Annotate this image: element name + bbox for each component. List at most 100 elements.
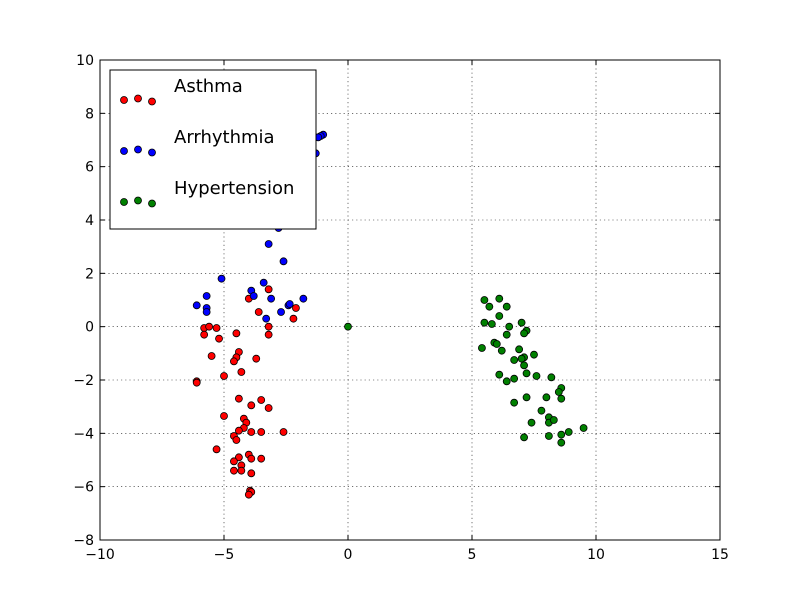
asthma-point: [289, 314, 298, 323]
x-tick-label: 10: [587, 547, 605, 563]
y-tick-label: −4: [73, 426, 94, 442]
hypertension-point: [520, 361, 528, 370]
legend-marker-asthma: [120, 96, 128, 104]
arrhythmia-point: [217, 274, 226, 283]
asthma-point: [207, 352, 216, 360]
legend-marker-arrhythmia: [148, 148, 156, 157]
hypertension-point: [510, 374, 519, 383]
legend-box: [109, 69, 317, 230]
asthma-point: [212, 324, 221, 332]
hypertension-point: [344, 322, 352, 331]
y-tick-label: 2: [85, 266, 94, 282]
hypertension-point: [502, 377, 511, 386]
arrhythmia-point: [299, 294, 308, 303]
hypertension-point: [495, 294, 504, 303]
hypertension-point: [564, 428, 573, 436]
arrhythmia-point: [267, 294, 276, 303]
asthma-point: [264, 285, 273, 294]
hypertension-point: [522, 369, 531, 378]
x-tick-label: 0: [344, 547, 353, 563]
legend-marker-hypertension: [134, 196, 142, 205]
asthma-point: [257, 428, 266, 436]
y-tick-label: 10: [76, 53, 94, 69]
legend-label-hypertension: Hypertension: [174, 178, 294, 199]
asthma-point: [279, 428, 288, 436]
y-tick-label: −2: [73, 373, 94, 389]
y-tick-label: −6: [73, 480, 94, 496]
arrhythmia-point: [285, 300, 294, 308]
legend-marker-arrhythmia: [120, 147, 128, 155]
asthma-point: [264, 404, 273, 412]
hypertension-point: [515, 345, 524, 354]
hypertension-point: [510, 356, 519, 364]
hypertension-point: [510, 398, 519, 407]
data-points: [192, 130, 588, 499]
asthma-point: [230, 457, 238, 466]
asthma-point: [205, 322, 214, 331]
hypertension-point: [542, 393, 551, 402]
y-tick-labels: −8 −6 −4 −2 0 2 4 6 8 10: [73, 53, 94, 549]
hypertension-point: [495, 370, 504, 379]
x-tick-label: −5: [214, 547, 235, 563]
legend-marker-arrhythmia: [134, 145, 142, 154]
asthma-point: [247, 454, 256, 463]
arrhythmia-point: [277, 308, 285, 316]
hypertension-point: [485, 302, 494, 311]
hypertension-point: [487, 320, 496, 328]
arrhythmia-point: [262, 314, 271, 323]
legend-marker-hypertension: [148, 199, 156, 208]
asthma-point: [257, 396, 266, 404]
hypertension-point: [557, 438, 566, 447]
hypertension-point: [517, 318, 526, 327]
arrhythmia-point: [202, 308, 211, 316]
hypertension-point: [478, 344, 486, 352]
legend-marker-asthma: [134, 94, 142, 103]
hypertension-point: [527, 418, 536, 427]
arrhythmia-point: [249, 292, 258, 300]
hypertension-point: [520, 433, 528, 442]
asthma-point: [192, 378, 201, 387]
asthma-point: [230, 466, 238, 475]
asthma-point: [200, 330, 209, 339]
asthma-point: [237, 466, 246, 475]
arrhythmia-point: [192, 301, 201, 310]
arrhythmia-point: [279, 257, 288, 266]
asthma-point: [232, 329, 241, 338]
arrhythmia-point: [259, 278, 268, 287]
y-tick-label: 8: [85, 106, 94, 122]
hypertension-point: [554, 388, 563, 396]
y-tick-label: 0: [85, 320, 94, 336]
asthma-point: [234, 453, 243, 462]
hypertension-point: [530, 350, 538, 359]
hypertension-point: [522, 393, 531, 402]
hypertension-point: [557, 430, 566, 439]
legend: Asthma Arrhythmia Hypertension: [109, 69, 317, 230]
asthma-point: [264, 322, 273, 331]
hypertension-point: [502, 302, 511, 311]
asthma-point: [234, 394, 243, 403]
hypertension-point: [547, 373, 556, 382]
y-tick-label: 6: [85, 160, 94, 176]
arrhythmia-point: [264, 240, 273, 248]
asthma-point: [215, 334, 223, 343]
asthma-point: [247, 469, 256, 478]
hypertension-point: [544, 432, 553, 440]
legend-label-asthma: Asthma: [174, 76, 243, 97]
asthma-point: [237, 368, 246, 376]
arrhythmia-point: [202, 292, 211, 300]
asthma-point: [254, 308, 263, 316]
asthma-point: [230, 357, 238, 366]
hypertension-point: [480, 318, 489, 327]
asthma-point: [220, 372, 228, 380]
hypertension-point: [492, 340, 501, 348]
asthma-point: [244, 490, 253, 499]
legend-label-arrhythmia: Arrhythmia: [174, 127, 275, 148]
hypertension-point: [557, 394, 566, 403]
asthma-point: [212, 445, 221, 454]
asthma-point: [232, 436, 241, 444]
hypertension-point: [497, 346, 506, 355]
asthma-point: [247, 401, 256, 410]
hypertension-point: [549, 416, 558, 424]
x-tick-labels: −10 −5 0 5 10 15: [85, 547, 729, 563]
